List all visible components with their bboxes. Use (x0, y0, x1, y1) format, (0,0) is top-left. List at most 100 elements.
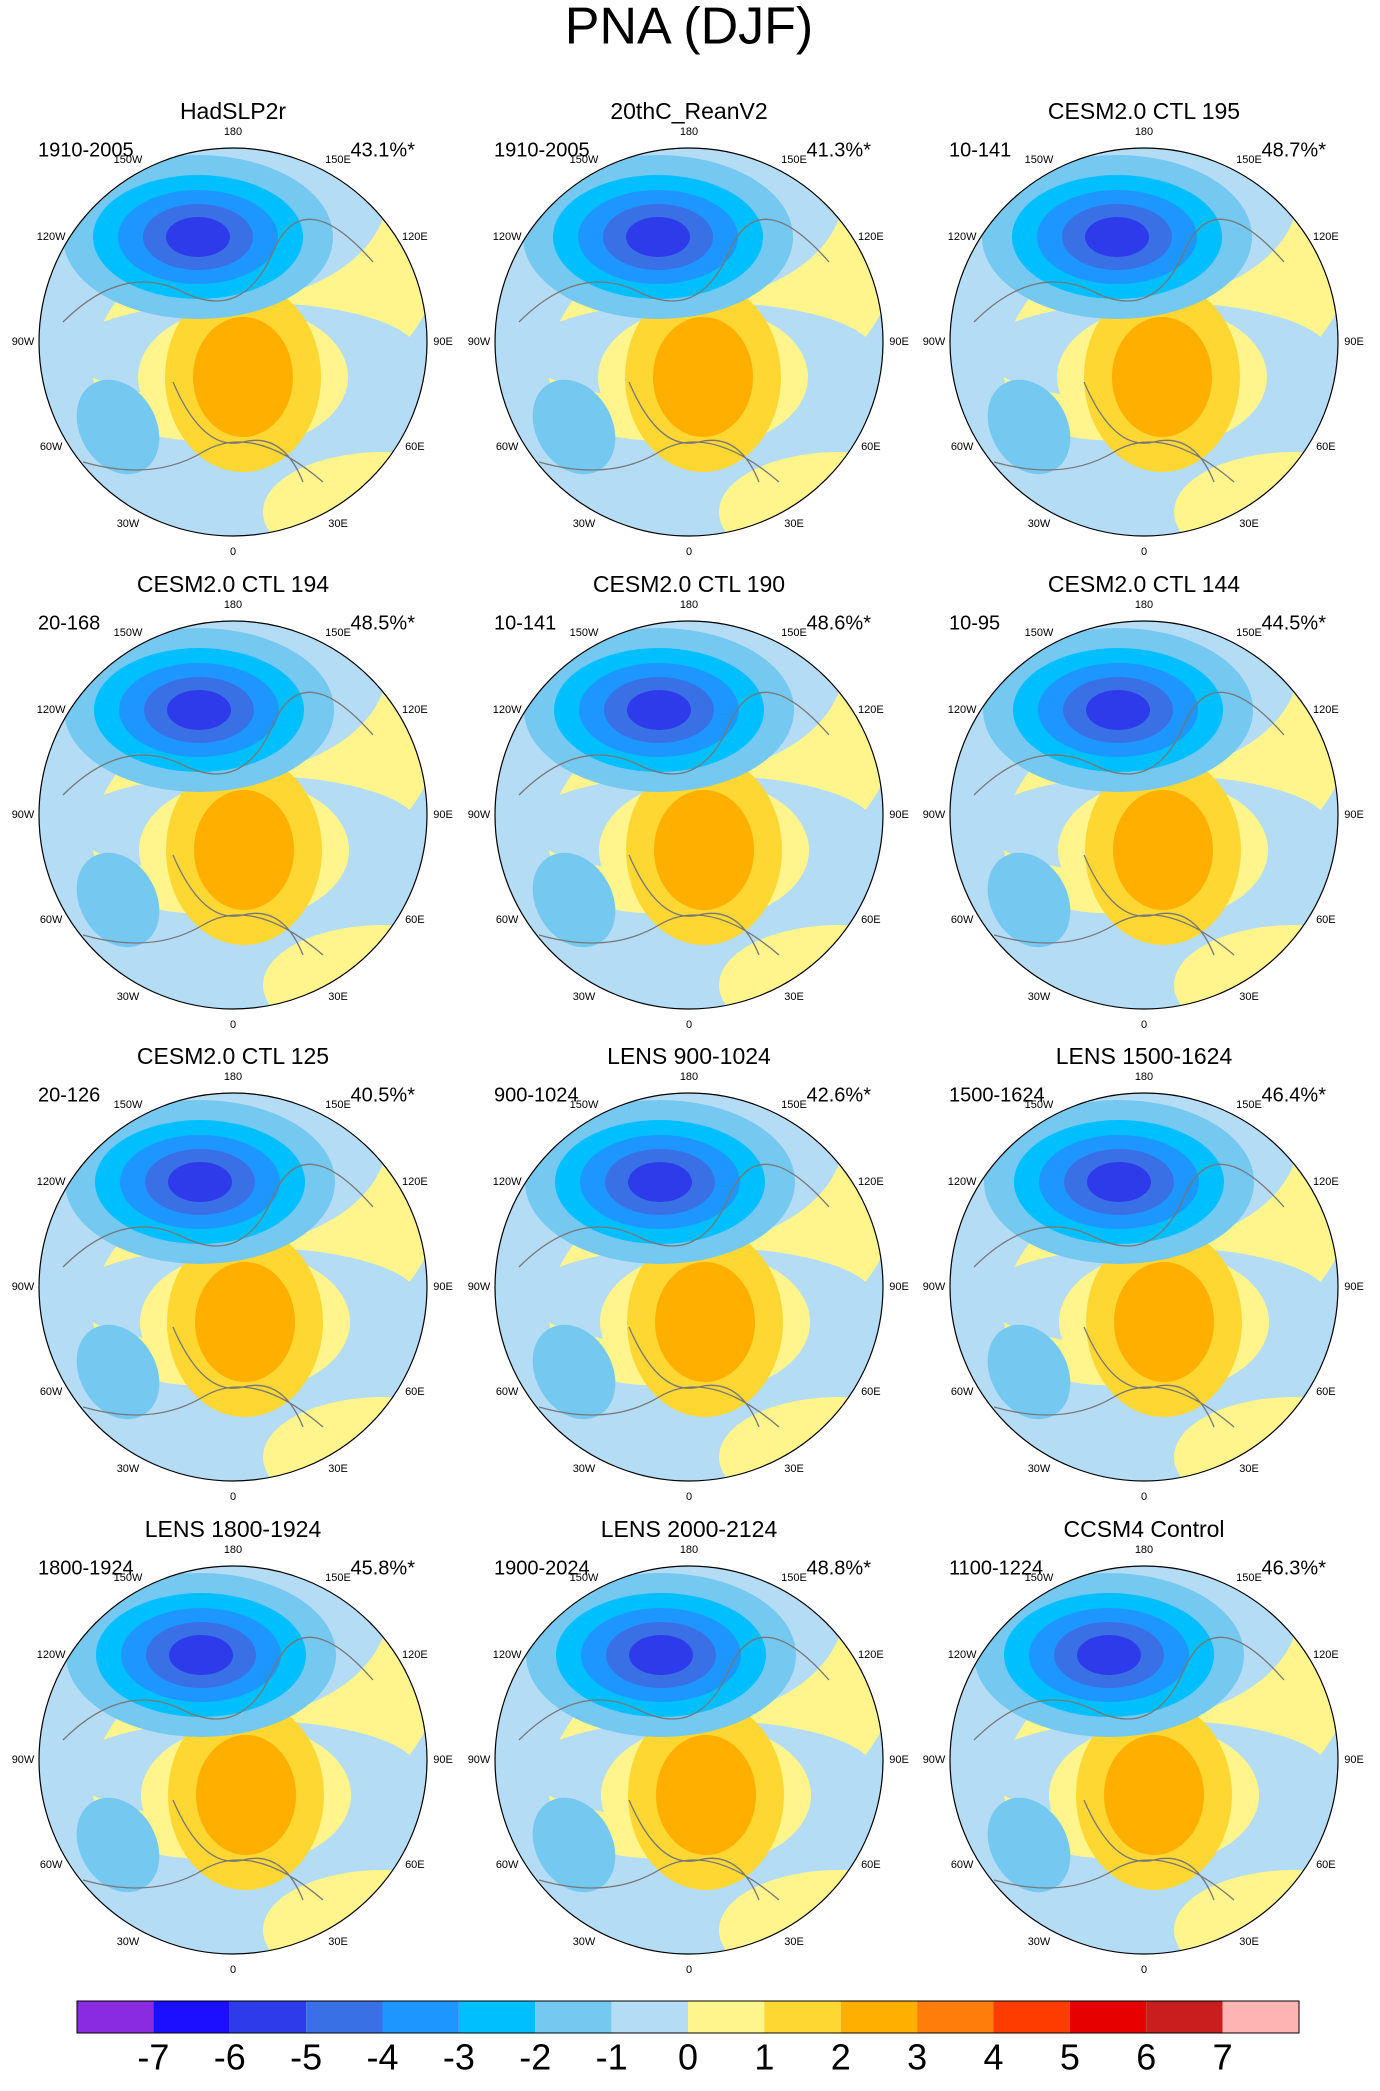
longitude-label: 150E (325, 1572, 351, 1584)
colorbar-swatch (840, 2001, 918, 2033)
map-panel (950, 148, 1338, 536)
map-panel (495, 148, 883, 536)
panel-percent: 46.4%* (1262, 1084, 1327, 1106)
longitude-label: 150E (1236, 627, 1262, 639)
longitude-label: 120E (402, 231, 428, 243)
longitude-label: 90W (12, 336, 35, 348)
panel-title: CCSM4 Control (1063, 1516, 1224, 1542)
colorbar-swatch (764, 2001, 841, 2033)
longitude-label: 120E (402, 1176, 428, 1188)
map-panel (495, 621, 883, 1009)
field-high (1104, 1735, 1204, 1855)
longitude-label: 60W (496, 441, 519, 453)
field-low (627, 690, 691, 730)
longitude-label: 150E (781, 154, 807, 166)
field-low (1087, 1162, 1151, 1202)
longitude-label: 90W (12, 1281, 35, 1293)
colorbar-swatch (611, 2001, 688, 2033)
map-panel (39, 1093, 427, 1481)
colorbar-label: -1 (596, 2037, 628, 2078)
longitude-label: 0 (686, 546, 692, 558)
panel-period: 10-95 (949, 612, 1000, 634)
colorbar-label: 5 (1060, 2037, 1080, 2078)
longitude-label: 60E (1316, 1859, 1336, 1871)
longitude-label: 30E (784, 1463, 804, 1475)
longitude-label: 90E (433, 809, 453, 821)
map-border (38, 1092, 428, 1482)
map-border (494, 620, 884, 1010)
panel-title: HadSLP2r (180, 98, 286, 124)
colorbar-swatch (306, 2001, 383, 2033)
field-negative (76, 852, 160, 948)
field-negative (76, 1797, 160, 1893)
field-positive (719, 1870, 883, 1954)
field-high (1112, 317, 1212, 437)
longitude-label: 180 (224, 126, 242, 138)
longitude-label: 120W (37, 1176, 66, 1188)
coastline (973, 1163, 1285, 1428)
longitude-label: 90E (1344, 336, 1364, 348)
longitude-label: 150W (1025, 1099, 1054, 1111)
longitude-label: 120W (948, 1649, 977, 1661)
coastline (518, 218, 830, 483)
longitude-label: 120E (858, 704, 884, 716)
field-low (1085, 217, 1149, 257)
longitude-label: 30E (328, 1936, 348, 1948)
longitude-label: 30E (784, 518, 804, 530)
longitude-label: 60W (40, 1386, 63, 1398)
colorbar-label: 7 (1213, 2037, 1233, 2078)
panel-period: 10-141 (949, 139, 1011, 161)
longitude-label: 120W (948, 231, 977, 243)
longitude-label: 90W (468, 1281, 491, 1293)
longitude-label: 0 (1141, 1964, 1147, 1976)
coastline (518, 1163, 830, 1428)
field-positive (263, 925, 427, 1009)
longitude-label: 60W (40, 1859, 63, 1871)
longitude-label: 60E (405, 1386, 425, 1398)
panel-period: 900-1024 (494, 1084, 579, 1106)
longitude-label: 60E (861, 441, 881, 453)
field-negative (987, 379, 1071, 475)
longitude-label: 60E (861, 1859, 881, 1871)
longitude-label: 60W (951, 1386, 974, 1398)
coastline (973, 1636, 1285, 1901)
field-high (653, 317, 753, 437)
panel-title: LENS 1800-1924 (145, 1516, 322, 1542)
field-negative (987, 1324, 1071, 1420)
longitude-label: 120E (858, 231, 884, 243)
field-high (655, 1262, 755, 1382)
longitude-label: 30W (117, 991, 140, 1003)
field-negative (987, 852, 1071, 948)
coastline (973, 691, 1285, 956)
field-low (626, 217, 690, 257)
field-high (195, 1262, 295, 1382)
map-panel (39, 148, 427, 536)
longitude-label: 150W (1025, 1572, 1054, 1584)
panel-percent: 48.6%* (807, 612, 872, 634)
field-negative (76, 379, 160, 475)
field-negative (987, 1797, 1071, 1893)
longitude-label: 180 (1135, 126, 1153, 138)
longitude-label: 30W (573, 1936, 596, 1948)
longitude-label: 150W (570, 1572, 599, 1584)
longitude-label: 90W (12, 1754, 35, 1766)
map-border (494, 1092, 884, 1482)
panel-title: CESM2.0 CTL 190 (593, 571, 785, 597)
longitude-label: 180 (1135, 1071, 1153, 1083)
field-high (1114, 1262, 1214, 1382)
longitude-label: 120E (858, 1649, 884, 1661)
panel-percent: 48.7%* (1262, 139, 1327, 161)
colorbar-label: 6 (1136, 2037, 1156, 2078)
colorbar-swatch (1069, 2001, 1147, 2033)
longitude-label: 90E (889, 809, 909, 821)
longitude-label: 150E (325, 154, 351, 166)
field-low (1077, 1635, 1141, 1675)
longitude-label: 90E (889, 1281, 909, 1293)
field-high (196, 1735, 296, 1855)
field-high (194, 790, 294, 910)
field-positive (263, 1870, 427, 1954)
longitude-label: 180 (1135, 1544, 1153, 1556)
longitude-label: 120W (493, 1176, 522, 1188)
panel-period: 10-141 (494, 612, 556, 634)
panel-percent: 41.3%* (807, 139, 872, 161)
